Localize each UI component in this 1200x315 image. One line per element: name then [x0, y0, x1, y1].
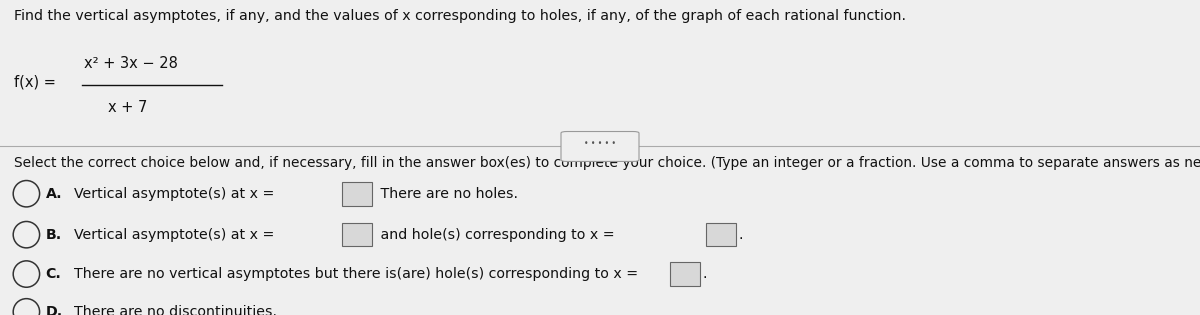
FancyBboxPatch shape	[706, 223, 736, 246]
FancyBboxPatch shape	[342, 182, 372, 205]
Text: Vertical asymptote(s) at x =: Vertical asymptote(s) at x =	[74, 187, 280, 201]
FancyBboxPatch shape	[342, 223, 372, 246]
Text: .: .	[738, 228, 743, 242]
Text: There are no discontinuities.: There are no discontinuities.	[74, 305, 277, 315]
FancyBboxPatch shape	[562, 132, 640, 161]
Text: C.: C.	[46, 267, 61, 281]
Text: There are no holes.: There are no holes.	[376, 187, 517, 201]
Text: D.: D.	[46, 305, 62, 315]
Text: There are no vertical asymptotes but there is(are) hole(s) corresponding to x =: There are no vertical asymptotes but the…	[74, 267, 643, 281]
Text: f(x) =: f(x) =	[14, 74, 61, 89]
Text: • • • • •: • • • • •	[584, 140, 616, 148]
Text: Find the vertical asymptotes, if any, and the values of x corresponding to holes: Find the vertical asymptotes, if any, an…	[14, 9, 906, 23]
Text: Vertical asymptote(s) at x =: Vertical asymptote(s) at x =	[74, 228, 280, 242]
Text: Select the correct choice below and, if necessary, fill in the answer box(es) to: Select the correct choice below and, if …	[14, 156, 1200, 170]
Text: .: .	[702, 267, 707, 281]
Text: x + 7: x + 7	[108, 100, 148, 115]
Text: and hole(s) corresponding to x =: and hole(s) corresponding to x =	[376, 228, 619, 242]
Text: B.: B.	[46, 228, 62, 242]
Text: A.: A.	[46, 187, 62, 201]
Text: x² + 3x − 28: x² + 3x − 28	[84, 55, 178, 71]
FancyBboxPatch shape	[670, 262, 700, 286]
